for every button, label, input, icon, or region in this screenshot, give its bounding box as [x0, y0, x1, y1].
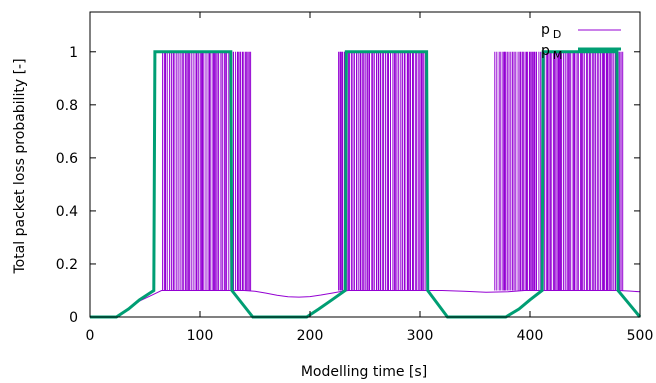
x-tick-label: 0: [86, 328, 95, 344]
series-pd-spikes: [162, 51, 624, 291]
plot-lines: [90, 50, 642, 319]
x-axis-title: Modelling time [s]: [301, 364, 427, 380]
y-tick-label: 0.6: [56, 151, 78, 167]
plot-frame: [89, 11, 641, 318]
axes: [89, 11, 641, 318]
legend-label-pd-sub: D: [553, 28, 561, 41]
legend-label-pd-main: p: [541, 22, 550, 38]
legend-label-pm-sub: M: [553, 49, 563, 62]
y-tick-label: 1: [69, 45, 78, 61]
y-tick-label: 0.2: [56, 257, 78, 273]
y-axis-title: Total packet loss probability [-]: [12, 58, 28, 274]
x-tick-label: 400: [517, 328, 544, 344]
x-tick-label: 500: [627, 328, 654, 344]
series-pm-line: [90, 50, 642, 319]
ticks: 0 100 200 300 400 500 0 0.2 0.4 0.6 0.8 1: [56, 12, 654, 344]
x-tick-label: 200: [297, 328, 324, 344]
y-tick-label: 0.8: [56, 98, 78, 114]
legend-label-pm-main: p: [541, 43, 550, 59]
y-tick-label: 0: [69, 310, 78, 326]
x-tick-label: 300: [407, 328, 434, 344]
x-tick-label: 100: [187, 328, 214, 344]
series-pd-baseline: [90, 290, 641, 318]
y-tick-label: 0.4: [56, 204, 78, 220]
